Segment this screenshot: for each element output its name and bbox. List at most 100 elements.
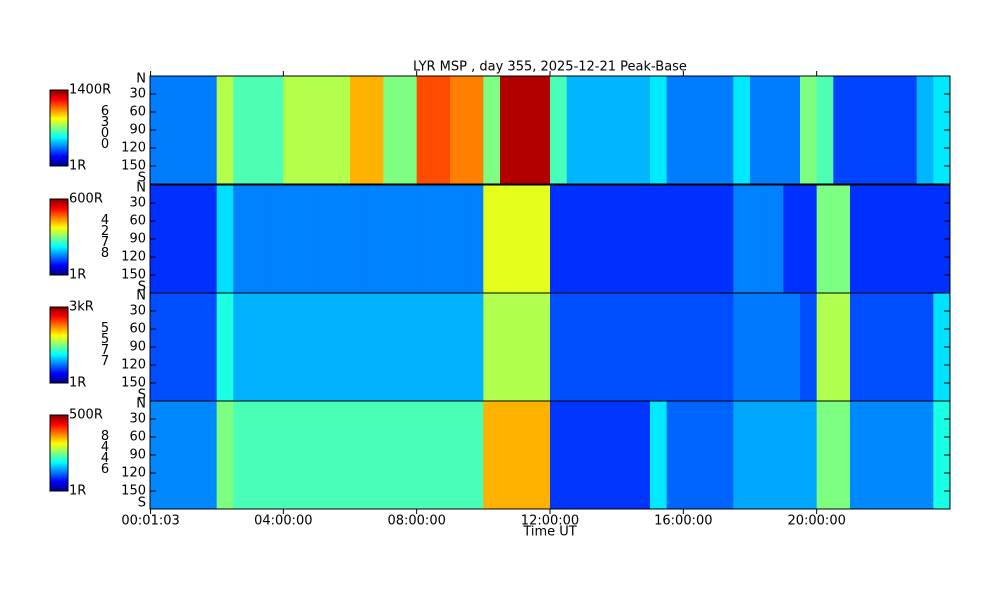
heat-cell xyxy=(650,76,668,184)
heat-cell xyxy=(616,401,634,509)
heat-cell xyxy=(366,76,384,184)
y-tick-label: 90 xyxy=(129,340,146,355)
heat-cell xyxy=(633,293,651,401)
heat-cell xyxy=(683,185,701,293)
heat-cell xyxy=(916,76,934,184)
heat-cell xyxy=(550,185,568,293)
colorbar-label: 1R xyxy=(69,484,86,499)
heat-cell xyxy=(533,185,551,293)
x-tick-label: 00:01:03 xyxy=(121,514,179,529)
heat-cell xyxy=(516,401,534,509)
heat-cell xyxy=(583,401,601,509)
x-tick-label: 04:00:00 xyxy=(254,514,312,529)
heat-cell xyxy=(500,401,518,509)
heat-cell xyxy=(233,293,251,401)
heat-cell xyxy=(250,293,268,401)
heat-cell xyxy=(433,293,451,401)
heat-cell xyxy=(733,293,751,401)
heat-cell xyxy=(883,401,901,509)
heat-cell xyxy=(516,76,534,184)
heat-cell xyxy=(300,293,318,401)
heat-cell xyxy=(783,293,801,401)
heat-cell xyxy=(800,401,818,509)
heat-cell xyxy=(800,185,818,293)
heat-cell xyxy=(583,76,601,184)
heat-cell xyxy=(566,401,584,509)
y-tick-label: S xyxy=(138,280,146,295)
heat-cell xyxy=(600,76,618,184)
heat-cell xyxy=(183,76,201,184)
y-tick-label: 120 xyxy=(121,141,146,156)
heat-cell xyxy=(333,76,351,184)
heat-cell xyxy=(866,185,884,293)
y-tick-label: 30 xyxy=(129,196,146,211)
heat-cell xyxy=(383,76,401,184)
y-tick-label: 150 xyxy=(121,376,146,391)
heat-cell xyxy=(350,76,368,184)
heat-cell xyxy=(850,401,868,509)
heat-cell xyxy=(900,401,918,509)
heat-cell xyxy=(750,293,768,401)
heat-cell xyxy=(350,293,368,401)
heat-cell xyxy=(150,401,168,509)
heat-cell xyxy=(333,185,351,293)
y-tick-label: 120 xyxy=(121,466,146,481)
heat-cell xyxy=(850,76,868,184)
heat-cell xyxy=(783,76,801,184)
x-axis-label: Time UT xyxy=(522,525,576,540)
y-tick-label: 120 xyxy=(121,250,146,265)
colorbar xyxy=(49,306,69,384)
heat-cell xyxy=(850,293,868,401)
heat-cell xyxy=(300,401,318,509)
heat-cell xyxy=(933,185,951,293)
heat-cell xyxy=(866,401,884,509)
heat-cell xyxy=(600,293,618,401)
heat-cell xyxy=(800,293,818,401)
colorbar-label: 1R xyxy=(69,376,86,391)
colorbar xyxy=(49,414,69,492)
heat-cell xyxy=(866,293,884,401)
heat-cell xyxy=(300,185,318,293)
heat-cell xyxy=(733,76,751,184)
heat-cell xyxy=(816,76,834,184)
heat-cell xyxy=(816,293,834,401)
y-tick-label: 90 xyxy=(129,448,146,463)
heat-cell xyxy=(150,293,168,401)
heat-cell xyxy=(283,185,301,293)
heat-cell xyxy=(716,76,734,184)
heat-cell xyxy=(666,401,684,509)
heat-cell xyxy=(783,185,801,293)
heat-cell xyxy=(516,185,534,293)
heat-cell xyxy=(400,401,418,509)
heat-cell xyxy=(483,293,501,401)
heat-cell xyxy=(716,293,734,401)
heat-cell xyxy=(750,401,768,509)
heat-cell xyxy=(533,76,551,184)
heat-cell xyxy=(283,401,301,509)
heat-cell xyxy=(566,293,584,401)
heat-cell xyxy=(316,76,334,184)
heat-cell xyxy=(733,185,751,293)
heat-cell xyxy=(500,76,518,184)
heat-cell xyxy=(650,401,668,509)
heat-cell xyxy=(816,185,834,293)
heat-cell xyxy=(233,401,251,509)
x-tick-label: 20:00:00 xyxy=(787,514,845,529)
heat-cell xyxy=(316,293,334,401)
y-tick-label: 30 xyxy=(129,304,146,319)
heat-cell xyxy=(200,293,218,401)
heat-cell xyxy=(800,76,818,184)
heat-cell xyxy=(233,185,251,293)
heat-cell xyxy=(250,401,268,509)
heat-cell xyxy=(566,76,584,184)
heat-cell xyxy=(683,76,701,184)
heat-cell xyxy=(733,401,751,509)
y-tick-label: N xyxy=(136,181,146,196)
heat-cell xyxy=(466,185,484,293)
heat-cell xyxy=(883,185,901,293)
heat-cell xyxy=(366,401,384,509)
heat-cell xyxy=(883,76,901,184)
heat-cell xyxy=(533,401,551,509)
heat-cell xyxy=(200,401,218,509)
